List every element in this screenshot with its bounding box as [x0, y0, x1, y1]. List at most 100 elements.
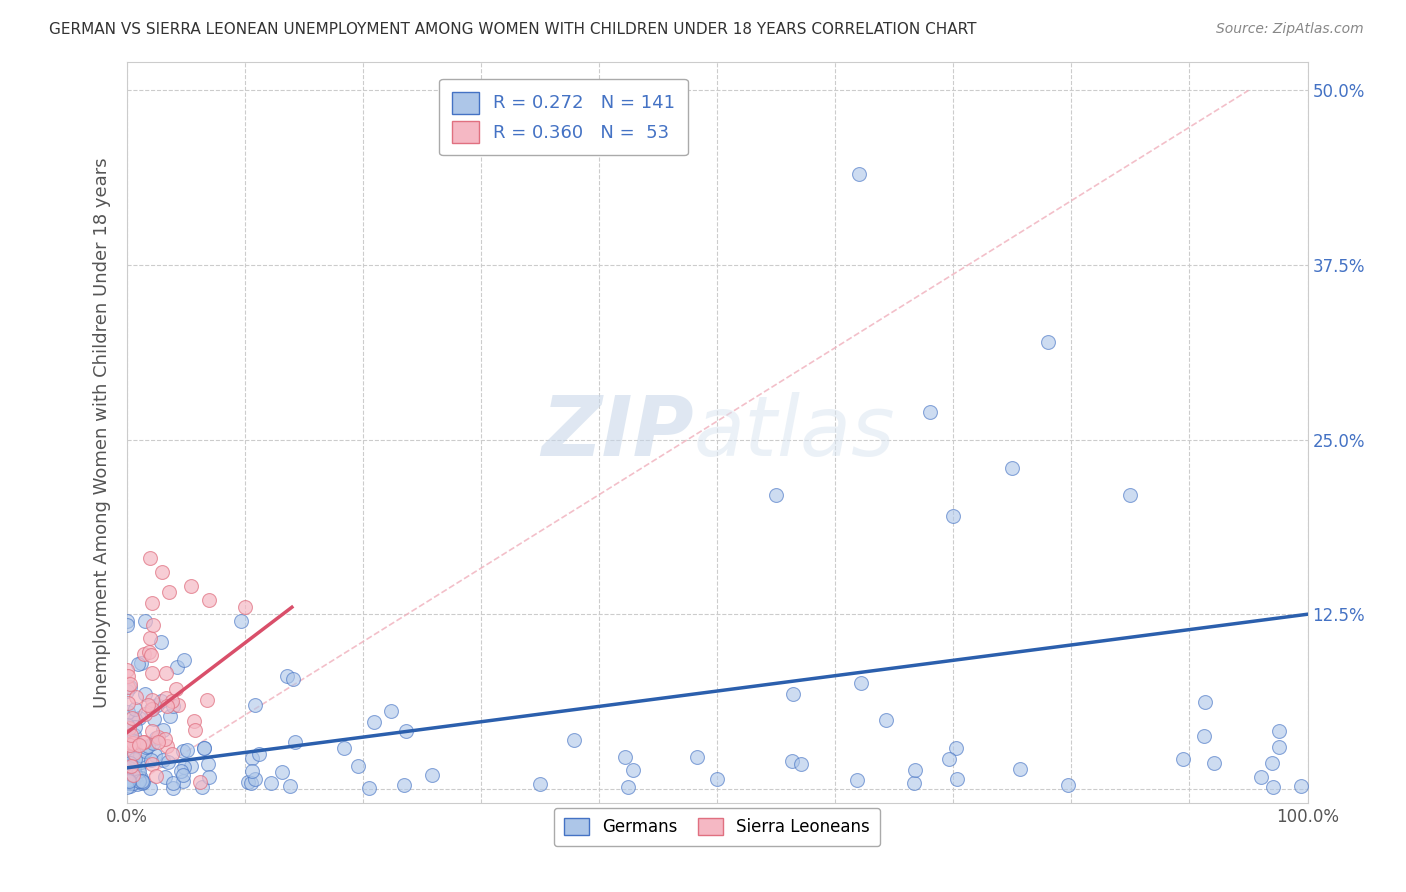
Point [706, 772, 728, 786]
Point [848, 167, 870, 181]
Point [1001, 460, 1024, 475]
Point [946, 772, 969, 786]
Point [124, 712, 146, 726]
Point [118, 738, 141, 752]
Point [155, 665, 177, 680]
Point [271, 765, 294, 780]
Point [1056, 778, 1078, 792]
Point [1261, 780, 1284, 794]
Point [141, 756, 163, 771]
Point [765, 488, 787, 502]
Point [129, 748, 152, 763]
Point [188, 775, 211, 789]
Point [146, 730, 169, 744]
Point [120, 759, 142, 773]
Point [1119, 488, 1142, 502]
Point [229, 614, 252, 628]
Point [143, 747, 166, 762]
Point [150, 694, 173, 708]
Point [124, 751, 146, 765]
Point [156, 739, 179, 754]
Point [124, 762, 146, 776]
Point [125, 735, 148, 749]
Text: Source: ZipAtlas.com: Source: ZipAtlas.com [1216, 22, 1364, 37]
Point [180, 759, 202, 773]
Point [240, 764, 263, 778]
Point [118, 757, 141, 772]
Point [128, 738, 150, 752]
Point [198, 593, 221, 607]
Point [115, 683, 138, 698]
Point [1010, 763, 1032, 777]
Point [184, 723, 207, 738]
Point [1173, 752, 1195, 766]
Point [146, 698, 169, 712]
Point [122, 768, 145, 782]
Point [125, 777, 148, 791]
Point [942, 509, 965, 524]
Point [945, 741, 967, 756]
Point [247, 747, 270, 762]
Point [197, 756, 219, 771]
Point [193, 741, 215, 756]
Point [139, 632, 162, 646]
Point [118, 721, 141, 735]
Point [134, 744, 156, 758]
Point [118, 681, 141, 695]
Point [125, 769, 148, 783]
Point [276, 669, 298, 683]
Legend: Germans, Sierra Leoneans: Germans, Sierra Leoneans [554, 808, 880, 847]
Point [846, 773, 869, 788]
Point [121, 735, 143, 749]
Y-axis label: Unemployment Among Women with Children Under 18 years: Unemployment Among Women with Children U… [93, 157, 111, 708]
Point [613, 750, 636, 764]
Point [162, 775, 184, 789]
Point [139, 754, 162, 768]
Point [128, 773, 150, 788]
Point [685, 750, 707, 764]
Point [790, 756, 813, 771]
Point [193, 741, 215, 756]
Point [1250, 770, 1272, 784]
Point [1289, 779, 1312, 793]
Point [117, 706, 139, 720]
Point [153, 731, 176, 746]
Point [162, 694, 184, 708]
Point [117, 733, 139, 747]
Point [903, 776, 925, 790]
Point [239, 776, 262, 790]
Point [152, 723, 174, 737]
Point [117, 669, 139, 683]
Text: ZIP: ZIP [541, 392, 693, 473]
Point [422, 768, 444, 782]
Point [162, 698, 184, 713]
Point [132, 647, 155, 661]
Point [120, 728, 142, 742]
Point [117, 663, 139, 677]
Point [122, 776, 145, 790]
Point [938, 752, 960, 766]
Point [117, 772, 139, 787]
Point [875, 713, 897, 727]
Point [127, 762, 149, 776]
Point [121, 751, 143, 765]
Point [172, 744, 194, 758]
Point [118, 776, 141, 790]
Point [162, 780, 184, 795]
Point [529, 777, 551, 791]
Point [197, 770, 219, 784]
Point [156, 698, 179, 713]
Point [115, 773, 138, 788]
Point [115, 720, 138, 734]
Point [176, 743, 198, 757]
Point [129, 657, 152, 671]
Point [115, 617, 138, 632]
Point [129, 771, 152, 785]
Point [128, 764, 150, 778]
Point [166, 660, 188, 674]
Point [395, 724, 418, 739]
Point [333, 741, 356, 756]
Point [238, 775, 260, 789]
Point [117, 780, 139, 794]
Point [153, 770, 176, 784]
